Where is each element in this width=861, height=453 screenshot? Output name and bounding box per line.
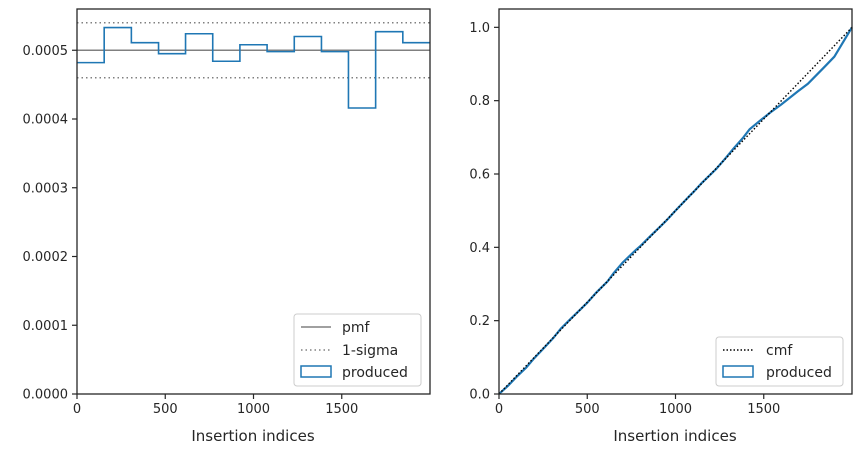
legend-pmf-label: pmf	[342, 320, 371, 336]
cumulative-y-tick-label: 0.0	[469, 388, 490, 403]
cumulative-x-tick-label: 1500	[747, 402, 780, 417]
legend-produced-label: produced	[342, 365, 408, 381]
cumulative-y-tick-label: 0.4	[469, 241, 490, 256]
histogram-y-tick-label: 0.0002	[23, 250, 69, 265]
legend-produced-label: produced	[766, 365, 832, 381]
histogram-x-tick-label: 1500	[325, 402, 358, 417]
cumulative-x-tick-label: 500	[575, 402, 600, 417]
cumulative-y-tick-label: 1.0	[469, 21, 490, 36]
legend-cmf-label: cmf	[766, 343, 793, 359]
histogram-x-tick-label: 0	[73, 402, 81, 417]
cumulative-y-tick-label: 0.2	[469, 314, 490, 329]
cumulative-chart: 0 500 1000 1500 0.0 0.2 0.4 0.6 0.8 1.0 Insertion…	[469, 8, 853, 445]
histogram-legend: pmf 1-sigma produced	[293, 313, 422, 387]
histogram-x-tick-label: 500	[153, 402, 178, 417]
cumulative-y-tick-label: 0.6	[469, 168, 490, 183]
legend-1-sigma-label: 1-sigma	[342, 343, 398, 359]
histogram-y-tick-label: 0.0001	[23, 319, 69, 334]
cumulative-x-tick-label: 0	[495, 402, 503, 417]
histogram-plot-area: 0 500 1000 1500 0.0000 0.0001 0.0002 0.0003 0.00…	[23, 8, 431, 417]
cumulative-plot-area: 0 500 1000 1500 0.0 0.2 0.4 0.6 0.8 1.0	[469, 8, 853, 417]
cumulative-axes-frame	[498, 8, 853, 395]
histogram-x-tick-label: 1000	[237, 402, 270, 417]
legend-frame	[293, 313, 422, 387]
cumulative-y-tick-label: 0.8	[469, 94, 490, 109]
histogram-y-tick-label: 0.0004	[23, 113, 69, 128]
histogram-chart: 0 500 1000 1500 0.0000 0.0001 0.0002 0.0003 0.00…	[23, 8, 431, 445]
histogram-axes-frame	[76, 8, 431, 395]
histogram-y-tick-label: 0.0000	[23, 388, 69, 403]
cumulative-legend: cmf produced	[715, 336, 844, 387]
cmf-line	[498, 26, 853, 395]
legend-produced-swatch	[722, 365, 754, 378]
legend-produced-swatch	[300, 365, 332, 378]
histogram-x-axis-label: Insertion indices	[191, 427, 314, 445]
histogram-y-tick-label: 0.0005	[23, 44, 69, 59]
produced-histogram-step	[77, 26, 430, 109]
cumulative-x-tick-label: 1000	[659, 402, 692, 417]
cumulative-x-axis-label: Insertion indices	[613, 427, 736, 445]
histogram-y-tick-label: 0.0003	[23, 181, 69, 196]
